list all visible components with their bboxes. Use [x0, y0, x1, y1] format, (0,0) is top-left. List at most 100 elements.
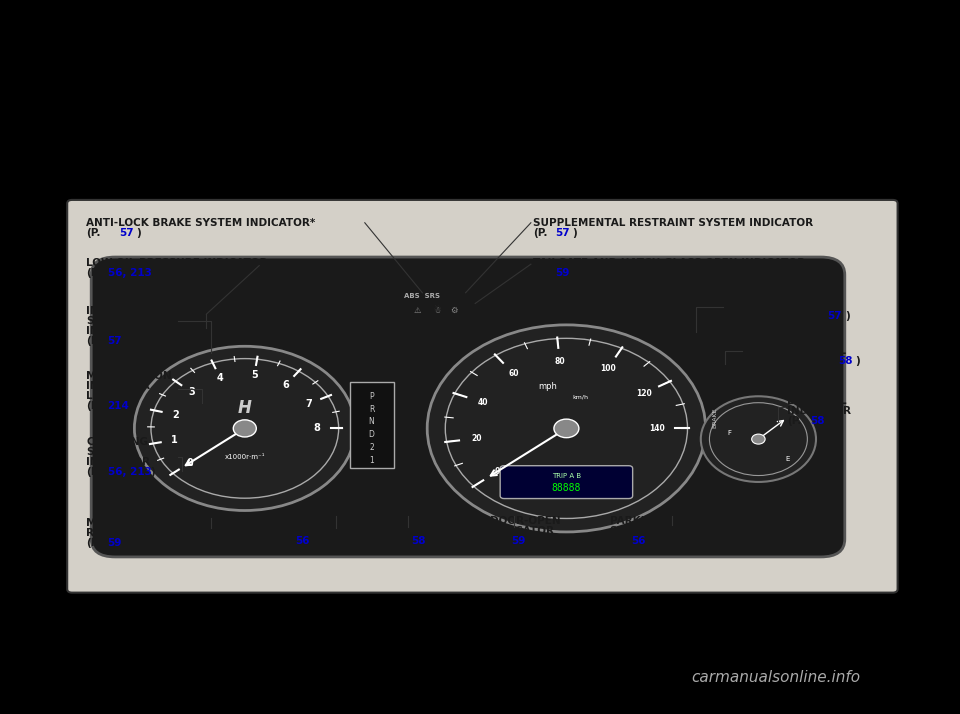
Text: 57: 57 [119, 228, 133, 238]
Text: ): ) [136, 228, 141, 238]
Text: ): ) [572, 268, 577, 278]
Text: INDICATOR: INDICATOR [787, 406, 852, 416]
Text: INDICATOR: INDICATOR [86, 457, 151, 467]
Text: INDICATOR  (P.: INDICATOR (P. [744, 356, 829, 366]
Text: MALFUNCTION: MALFUNCTION [86, 371, 172, 381]
Text: 56, 213: 56, 213 [108, 467, 152, 477]
Text: (P.: (P. [86, 401, 101, 411]
Text: 59: 59 [512, 536, 526, 545]
Text: ANTI-LOCK BRAKE SYSTEM INDICATOR*: ANTI-LOCK BRAKE SYSTEM INDICATOR* [86, 218, 316, 228]
FancyBboxPatch shape [67, 200, 898, 593]
Circle shape [233, 420, 256, 437]
Text: ): ) [150, 467, 155, 477]
Text: SYSTEM: SYSTEM [86, 447, 133, 457]
Text: P: P [370, 392, 373, 401]
FancyBboxPatch shape [91, 257, 845, 557]
Text: SYSTEM INDICATOR*: SYSTEM INDICATOR* [610, 526, 730, 536]
Text: 6: 6 [282, 380, 289, 390]
Text: REQUIRED INDICATOR: REQUIRED INDICATOR [86, 528, 214, 538]
Text: N: N [369, 418, 374, 426]
Text: (P.: (P. [389, 536, 403, 545]
Text: SEAT BELT REMINDER: SEAT BELT REMINDER [274, 516, 399, 526]
Text: ): ) [428, 536, 433, 545]
Text: (P.: (P. [86, 228, 101, 238]
Text: x1000r·m⁻¹: x1000r·m⁻¹ [225, 454, 265, 460]
Text: ): ) [572, 228, 577, 238]
Text: 1: 1 [370, 456, 373, 465]
Text: BRAKE: BRAKE [712, 408, 718, 428]
Circle shape [427, 325, 706, 532]
Text: 59: 59 [555, 268, 569, 278]
Text: TRIP A B: TRIP A B [552, 473, 581, 479]
Text: ): ) [131, 401, 135, 411]
Text: 214: 214 [108, 401, 130, 411]
Text: 1: 1 [172, 435, 179, 445]
Text: E: E [785, 456, 789, 461]
Text: ): ) [125, 538, 130, 548]
Text: carmanualsonline.info: carmanualsonline.info [691, 670, 860, 685]
Circle shape [554, 419, 579, 438]
Text: DOOR-OPEN: DOOR-OPEN [490, 516, 561, 526]
Text: ): ) [125, 336, 130, 346]
Text: 59: 59 [108, 538, 122, 548]
Text: 58: 58 [411, 536, 425, 545]
Text: 0: 0 [186, 458, 193, 468]
Text: km/h: km/h [573, 395, 588, 400]
Text: 0: 0 [494, 467, 500, 476]
Text: HIGH BEAM: HIGH BEAM [389, 516, 456, 526]
Text: 58: 58 [838, 356, 852, 366]
Text: (P.: (P. [533, 268, 547, 278]
Text: 2: 2 [172, 410, 179, 420]
Text: 60: 60 [509, 369, 518, 378]
Text: 56, 213: 56, 213 [108, 268, 152, 278]
Text: 56: 56 [632, 536, 646, 545]
Text: ): ) [529, 536, 534, 545]
Text: LOW FUEL: LOW FUEL [787, 396, 847, 406]
Text: ): ) [828, 416, 832, 426]
Text: 8: 8 [313, 423, 320, 433]
Text: 4: 4 [217, 373, 224, 383]
Circle shape [701, 396, 816, 482]
Text: SIDE AIRBAG OFF: SIDE AIRBAG OFF [725, 301, 827, 311]
Text: CRUISE CONTROL: CRUISE CONTROL [744, 346, 846, 356]
Text: 58: 58 [810, 416, 825, 426]
Text: IMMOBILIZER: IMMOBILIZER [86, 306, 165, 316]
Text: PARKING BRAKE AND BRAKE: PARKING BRAKE AND BRAKE [610, 516, 776, 526]
Bar [350, 382, 394, 468]
Text: ABS  SRS: ABS SRS [404, 293, 441, 299]
FancyBboxPatch shape [500, 466, 633, 498]
Circle shape [134, 346, 355, 511]
Text: 57: 57 [108, 336, 122, 346]
Text: ): ) [845, 311, 850, 321]
Text: ⚙: ⚙ [450, 306, 458, 315]
Text: SUPPLEMENTAL RESTRAINT SYSTEM INDICATOR: SUPPLEMENTAL RESTRAINT SYSTEM INDICATOR [533, 218, 813, 228]
Text: 57: 57 [555, 228, 569, 238]
Text: (P.: (P. [86, 268, 101, 278]
Text: CHARGING: CHARGING [86, 437, 149, 447]
Text: 88888: 88888 [552, 483, 581, 493]
Text: 20: 20 [471, 434, 482, 443]
Text: F: F [728, 430, 732, 436]
Text: (P.: (P. [86, 538, 101, 548]
Text: R: R [369, 405, 374, 413]
Text: INDICATOR: INDICATOR [274, 526, 338, 536]
Text: 40: 40 [478, 398, 489, 407]
Text: 80: 80 [554, 357, 564, 366]
Text: INDICATOR: INDICATOR [86, 326, 151, 336]
Text: ⚠: ⚠ [414, 306, 421, 315]
Text: (P.: (P. [610, 536, 624, 545]
Text: H: H [238, 399, 252, 417]
Text: INDICATOR: INDICATOR [490, 526, 554, 536]
Text: 140: 140 [649, 424, 664, 433]
Text: ): ) [150, 268, 155, 278]
Text: 56: 56 [296, 536, 310, 545]
Text: (P.: (P. [86, 467, 101, 477]
Text: LOW OIL PRESSURE INDICATOR: LOW OIL PRESSURE INDICATOR [86, 258, 268, 268]
Text: 100: 100 [600, 364, 615, 373]
Text: (P.: (P. [86, 336, 101, 346]
Text: (P.: (P. [490, 536, 504, 545]
Text: INDICATOR: INDICATOR [389, 526, 453, 536]
Text: 7: 7 [305, 398, 312, 408]
Text: INDICATOR: INDICATOR [86, 381, 151, 391]
Text: 57: 57 [828, 311, 842, 321]
